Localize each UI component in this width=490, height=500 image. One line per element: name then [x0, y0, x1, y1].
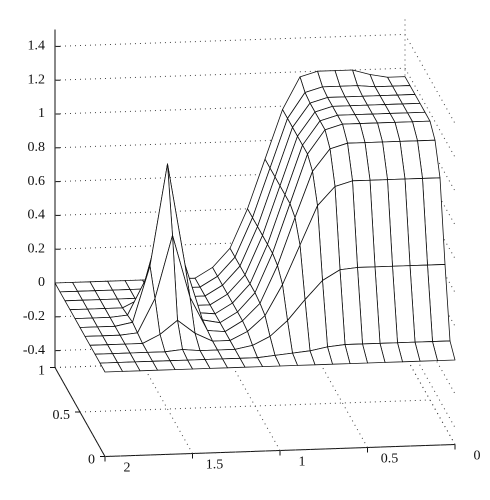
grid-line — [54, 67, 406, 81]
y-tick-label: 0.5 — [53, 408, 71, 423]
grid-line — [404, 67, 456, 158]
grid-line — [404, 135, 456, 226]
z-tick-label: 0.4 — [28, 208, 46, 223]
grid-line — [229, 361, 281, 451]
z-tick-label: 0.6 — [28, 174, 46, 189]
grid-line — [54, 202, 406, 216]
z-tick-label: 0.8 — [28, 140, 46, 155]
grid-line — [142, 364, 193, 454]
grid-line — [404, 34, 456, 124]
grid-line — [79, 399, 431, 413]
grid-line — [54, 236, 406, 250]
grid-line — [54, 169, 406, 183]
grid-line — [404, 169, 456, 259]
grid-line — [54, 135, 406, 149]
grid-line — [54, 367, 106, 457]
grid-line — [404, 101, 456, 192]
x-tick-label: 0.5 — [381, 452, 399, 467]
grid-line — [404, 338, 456, 428]
surface-cell — [99, 362, 123, 373]
grid-line — [404, 304, 456, 395]
x-tick-label: 0 — [474, 449, 481, 464]
y-tick-label: 1 — [38, 364, 45, 379]
grid-line — [54, 33, 406, 47]
grid-line — [404, 203, 456, 293]
grid-line — [54, 101, 406, 115]
z-tick-label: 0 — [38, 275, 45, 290]
y-tick-label: 0 — [88, 453, 95, 468]
z-tick-label: 1.2 — [28, 72, 46, 87]
grid-line — [317, 358, 368, 448]
x-tick-label: 1 — [299, 455, 306, 470]
grid-line — [104, 444, 456, 457]
z-tick-label: -0.4 — [23, 343, 45, 358]
z-tick-label: -0.2 — [23, 309, 45, 324]
x-tick-label: 1.5 — [206, 458, 224, 473]
z-tick-label: 1 — [38, 106, 45, 121]
x-tick-label: 2 — [124, 461, 131, 476]
grid-line — [404, 355, 456, 445]
z-tick-label: 1.4 — [28, 39, 46, 54]
z-tick-label: 0.2 — [28, 241, 46, 256]
